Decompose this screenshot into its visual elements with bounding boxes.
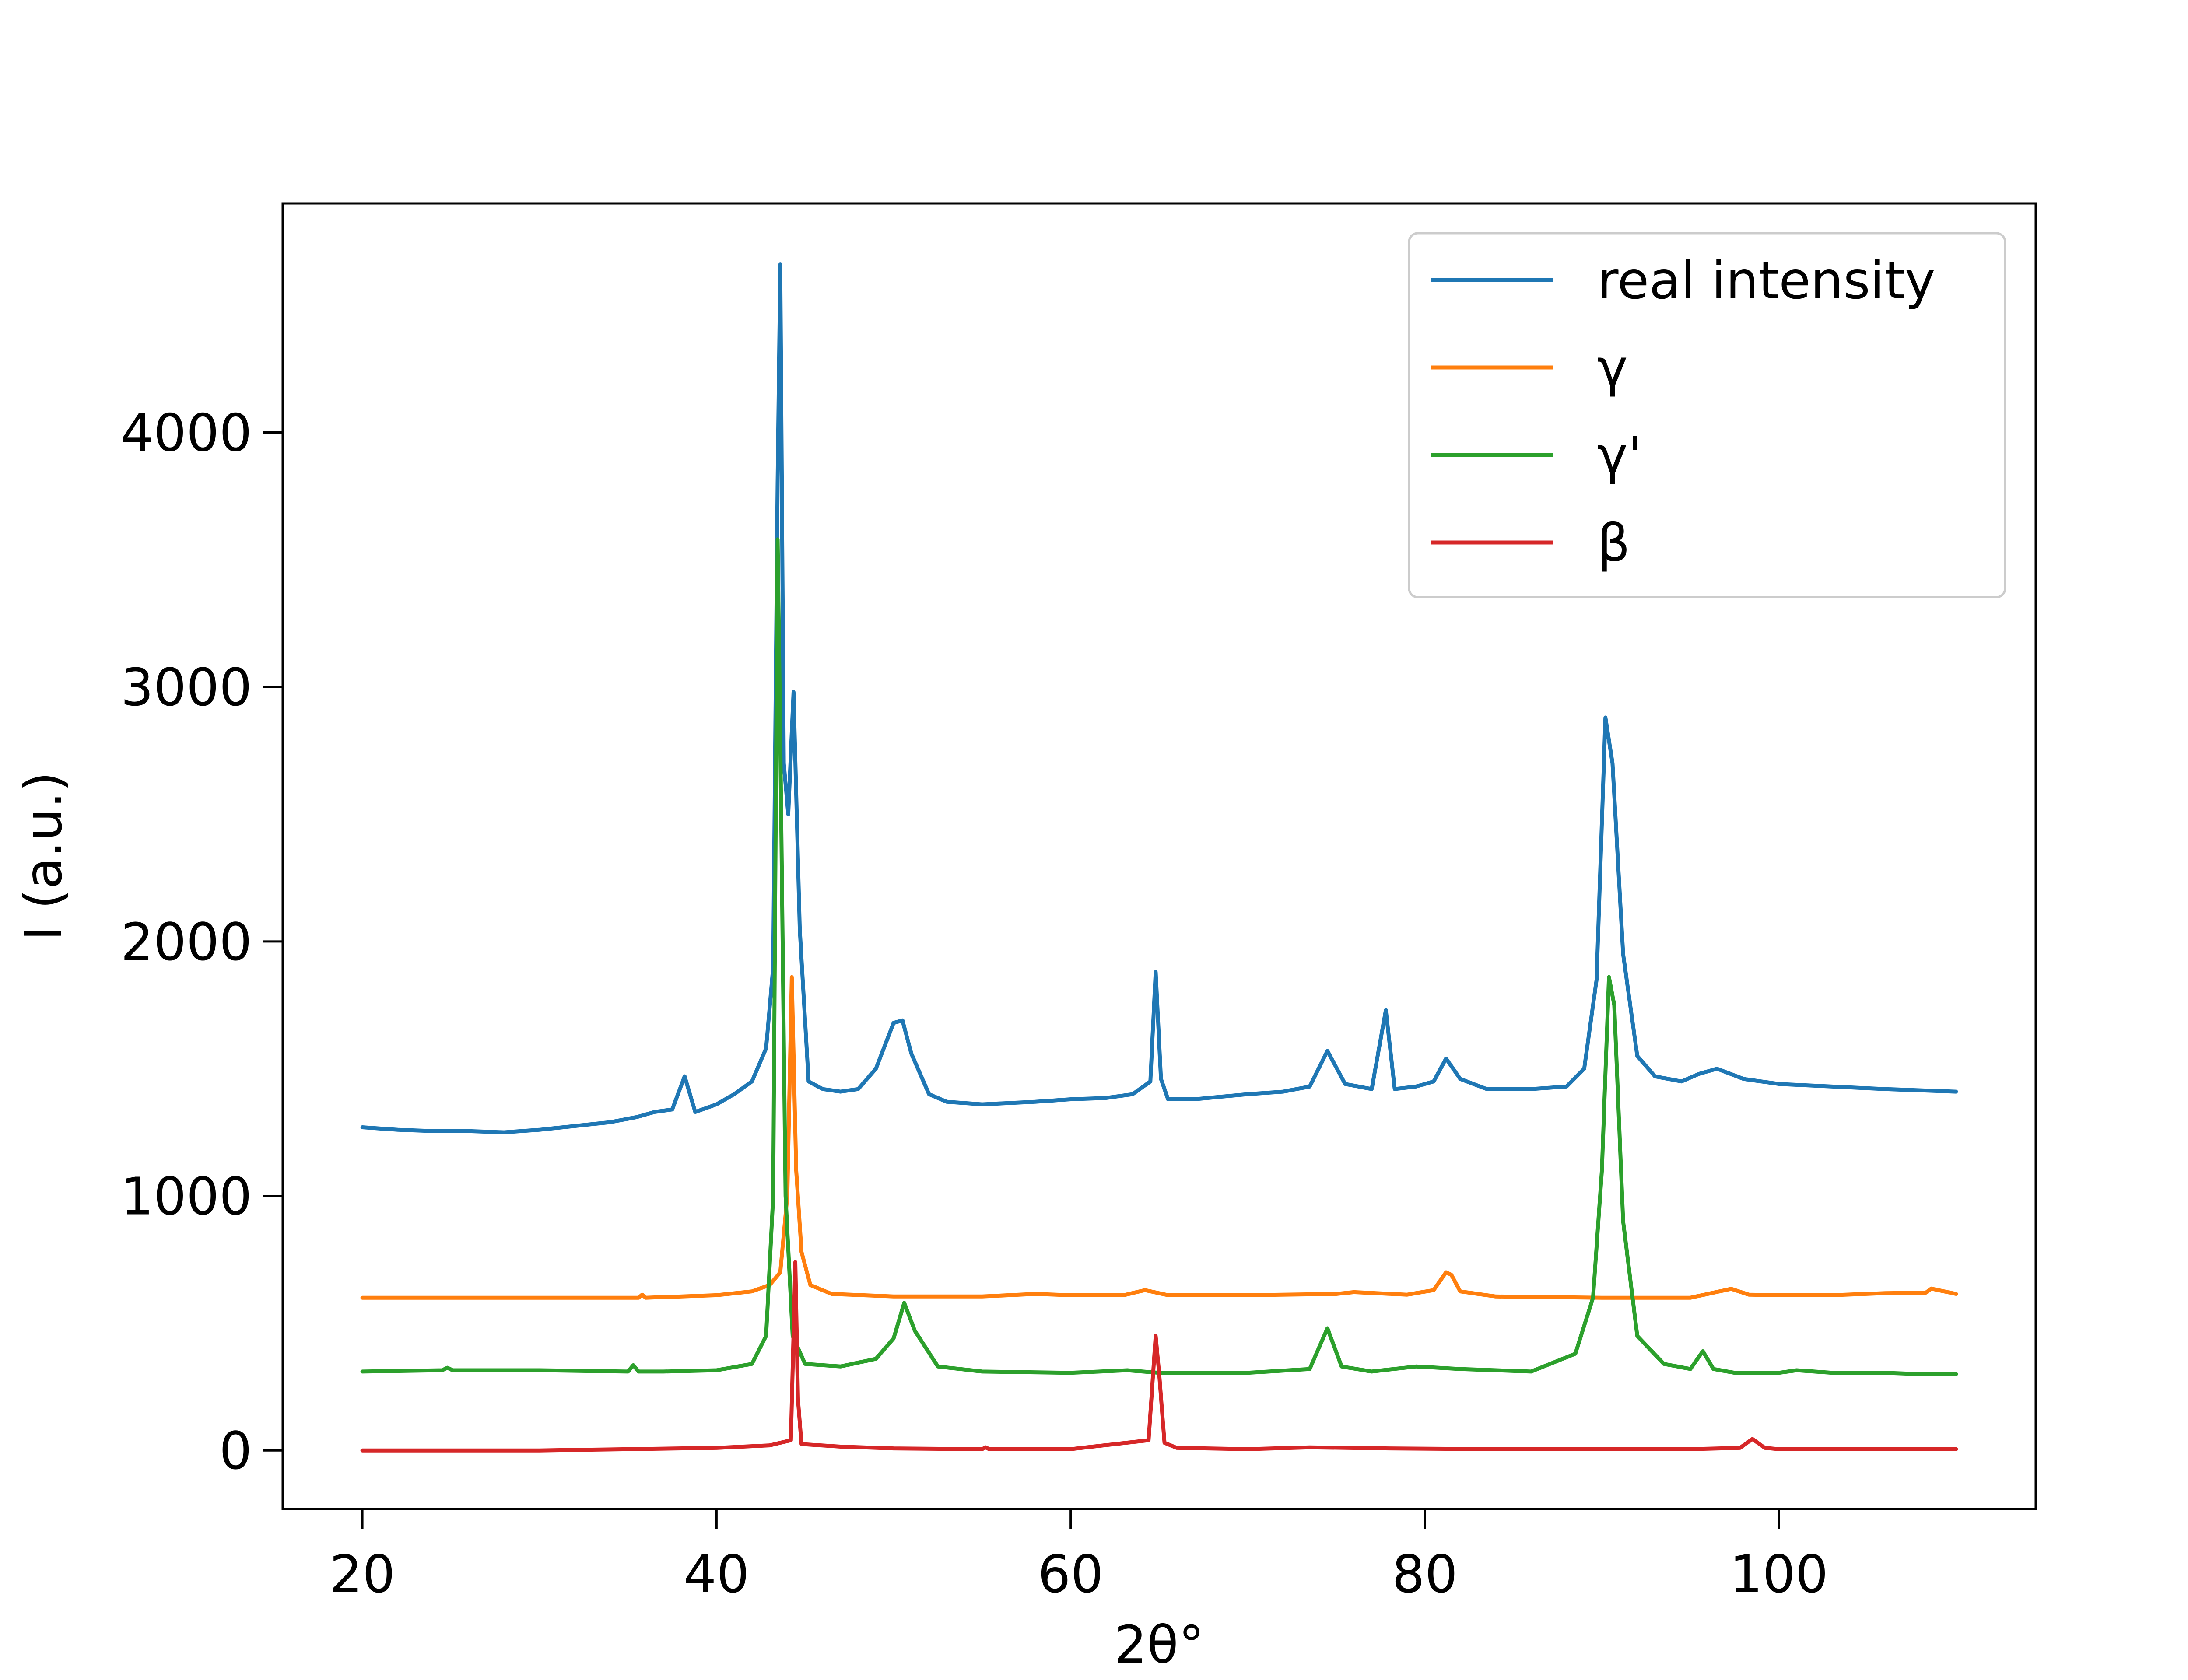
- y-axis: 0 1000 2000 3000 4000: [121, 403, 283, 1481]
- x-tick-label: 20: [330, 1544, 395, 1604]
- series-layer: [360, 262, 1958, 1452]
- legend-label-2: γ': [1597, 425, 1642, 486]
- x-axis-label: 2θ°: [1114, 1614, 1204, 1675]
- legend-box: [1408, 232, 2006, 598]
- y-tick-label: 2000: [121, 912, 252, 972]
- x-tick-label: 60: [1038, 1544, 1104, 1604]
- series-line-0: [360, 262, 1958, 1134]
- y-tick-label: 0: [219, 1421, 252, 1481]
- series-line-2: [360, 537, 1958, 1376]
- y-tick-label: 4000: [121, 403, 252, 463]
- y-tick-label: 1000: [121, 1166, 252, 1227]
- legend-label-1: γ: [1597, 338, 1628, 398]
- plot-frame: [281, 202, 2037, 1510]
- series-line-1: [360, 975, 1958, 1300]
- x-tick-label: 40: [684, 1544, 749, 1604]
- series-line-3: [360, 1260, 1958, 1452]
- x-axis: 20 40 60 80 100: [330, 1509, 1828, 1604]
- y-tick-label: 3000: [121, 657, 252, 718]
- legend: real intensity γ γ' β: [1408, 232, 2006, 598]
- legend-label-0: real intensity: [1597, 250, 1936, 311]
- x-tick-label: 80: [1392, 1544, 1458, 1604]
- legend-label-3: β: [1597, 513, 1630, 573]
- x-tick-label: 100: [1730, 1544, 1828, 1604]
- y-axis-label: I (a.u.): [13, 772, 74, 941]
